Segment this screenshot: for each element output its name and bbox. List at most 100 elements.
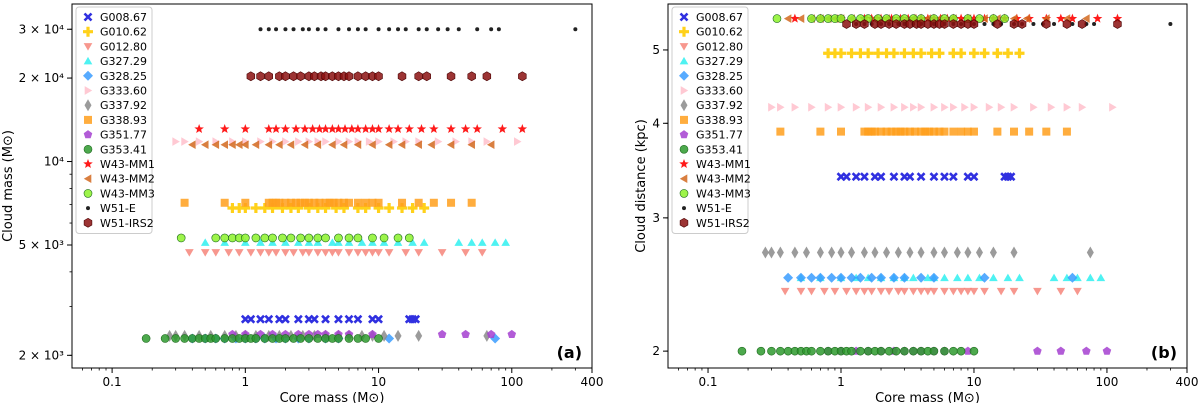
legend-label: G338.93 <box>100 114 147 127</box>
data-point-g008-67 <box>293 314 303 324</box>
data-point-g338-93 <box>917 127 926 136</box>
data-point-w51-irs2 <box>1062 19 1072 29</box>
legend-label: G327.29 <box>696 55 743 68</box>
data-point-g338-93 <box>935 127 944 136</box>
legend-label: G333.60 <box>696 85 743 98</box>
data-point-g338-93 <box>180 198 189 207</box>
data-point-w51-irs2 <box>374 71 383 82</box>
data-point-w43-mm1 <box>327 124 338 134</box>
data-point-w43-mm3 <box>176 233 186 243</box>
data-point-w43-mm3 <box>278 233 287 243</box>
data-point-w43-mm2 <box>427 140 435 150</box>
data-point-w43-mm3 <box>836 14 846 23</box>
data-point-w43-mm2 <box>783 14 792 23</box>
legend-item-w43-mm2: W43-MM2 <box>679 173 751 186</box>
data-point-g012-80 <box>940 287 949 296</box>
data-point-g012-80 <box>185 249 194 257</box>
data-point-w43-mm3 <box>260 233 270 243</box>
data-point-w51-irs2 <box>256 71 265 82</box>
data-point-g353-41 <box>807 346 816 356</box>
data-point-w43-mm3 <box>379 233 389 243</box>
data-point-w43-mm3 <box>1000 14 1009 23</box>
data-point-g010-62 <box>234 202 245 213</box>
data-point-g353-41 <box>296 334 305 343</box>
legend-item-w51-e: W51-E <box>86 202 136 215</box>
data-point-w51-e <box>283 27 288 32</box>
data-point-w51-e <box>982 22 987 27</box>
x-tick-label: 1 <box>242 375 250 389</box>
data-point-g327-29 <box>1049 273 1059 282</box>
data-point-g008-67 <box>411 314 421 324</box>
data-point-w43-mm1 <box>472 124 482 134</box>
data-point-g012-80 <box>200 249 210 257</box>
legend-marker <box>679 43 689 51</box>
data-point-g010-62 <box>934 48 945 59</box>
legend-marker <box>679 159 689 169</box>
legend-item-w51-e: W51-E <box>682 202 732 215</box>
y-tick-label: 5 <box>652 43 660 57</box>
data-point-g328-25 <box>1067 272 1078 283</box>
data-point-w51-irs2 <box>397 71 407 82</box>
legend-item-g353-41: G353.41 <box>83 143 147 156</box>
legend-marker <box>84 115 92 124</box>
data-point-g338-93 <box>1025 127 1034 136</box>
legend-item-g333-60: G333.60 <box>680 85 743 98</box>
data-point-g338-93 <box>957 127 966 136</box>
data-point-g333-60 <box>195 137 204 146</box>
data-point-w51-e <box>363 27 368 32</box>
data-point-w43-mm1 <box>280 124 291 134</box>
data-point-g012-80 <box>289 249 298 257</box>
data-point-g010-62 <box>916 48 927 59</box>
data-point-g012-80 <box>298 249 308 257</box>
data-point-w43-mm2 <box>796 14 805 23</box>
data-point-w43-mm2 <box>241 140 249 150</box>
data-point-w43-mm3 <box>404 233 414 243</box>
legend-item-w43-mm3: W43-MM3 <box>679 187 751 200</box>
data-point-g353-41 <box>180 334 189 343</box>
legend-label: G012.80 <box>696 40 743 53</box>
data-point-g012-80 <box>969 287 979 296</box>
data-point-g337-92 <box>802 246 810 259</box>
legend-item-w43-mm1: W43-MM1 <box>83 158 155 171</box>
data-point-g353-41 <box>969 346 979 356</box>
data-point-g338-93 <box>315 198 324 207</box>
data-point-g012-80 <box>353 249 363 257</box>
data-point-g337-92 <box>816 246 824 259</box>
legend-item-g338-93: G338.93 <box>680 114 743 127</box>
series-g328-25 <box>783 272 1078 283</box>
data-point-g010-62 <box>926 48 937 59</box>
data-point-g353-41 <box>361 334 370 343</box>
data-point-g353-41 <box>949 346 958 356</box>
data-point-w43-mm2 <box>980 14 988 23</box>
data-point-g328-25 <box>928 272 939 283</box>
data-point-g338-93 <box>296 198 305 207</box>
data-point-g327-29 <box>953 273 962 282</box>
data-point-g353-41 <box>344 334 354 343</box>
data-point-g337-92 <box>837 246 845 259</box>
legend-marker <box>83 217 93 228</box>
data-point-w51-irs2 <box>467 71 476 82</box>
legend-marker <box>679 56 689 65</box>
data-point-g010-62 <box>1002 48 1013 59</box>
data-point-g010-62 <box>285 202 296 213</box>
legend-marker <box>84 99 92 112</box>
data-point-g012-80 <box>281 249 290 257</box>
data-point-g333-60 <box>890 102 899 112</box>
data-point-g338-93 <box>275 198 284 207</box>
data-point-w43-mm1 <box>956 13 966 23</box>
data-point-g337-92 <box>964 246 972 259</box>
data-point-w43-mm1 <box>790 13 800 23</box>
data-point-g008-67 <box>859 172 869 182</box>
data-point-g338-93 <box>1042 127 1051 136</box>
data-point-g353-41 <box>876 346 886 356</box>
data-point-g337-92 <box>894 246 902 259</box>
data-point-g338-93 <box>910 127 919 136</box>
data-point-g338-93 <box>870 127 879 136</box>
data-point-g008-67 <box>256 314 265 324</box>
legend-marker <box>679 189 689 198</box>
data-point-g012-80 <box>368 249 377 257</box>
data-point-g337-92 <box>1086 246 1094 259</box>
data-point-g338-93 <box>281 198 290 207</box>
data-point-g328-25 <box>836 272 846 283</box>
data-point-w51-irs2 <box>1017 19 1027 29</box>
